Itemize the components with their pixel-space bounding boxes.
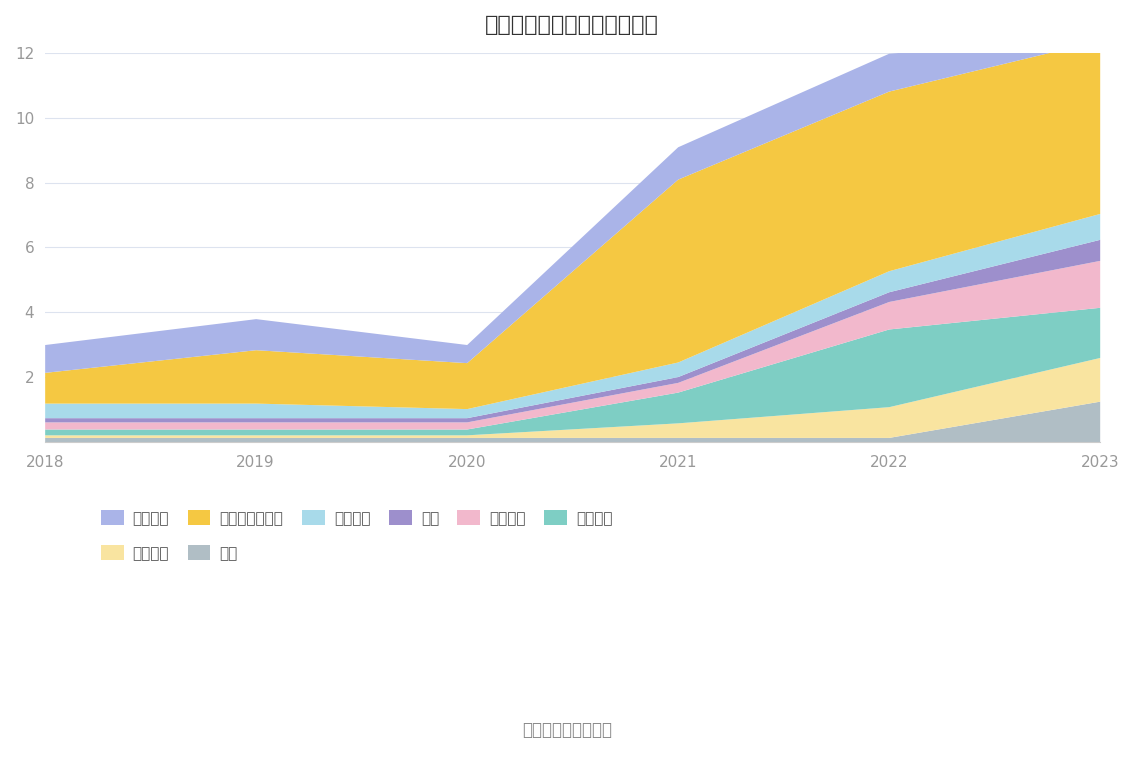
Text: 数据来源：恒生聚源: 数据来源：恒生聚源 xyxy=(522,722,612,739)
Title: 历年主要资产堆积图（亿元）: 历年主要资产堆积图（亿元） xyxy=(485,15,659,35)
Legend: 无形资产, 其它: 无形资产, 其它 xyxy=(94,538,244,567)
